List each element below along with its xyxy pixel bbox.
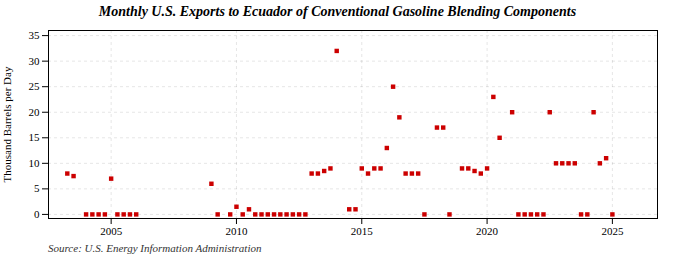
svg-text:2005: 2005 (100, 225, 123, 237)
svg-text:5: 5 (34, 182, 40, 194)
svg-text:35: 35 (29, 29, 41, 41)
svg-text:2020: 2020 (476, 225, 499, 237)
svg-text:Thousand Barrels per Day: Thousand Barrels per Day (1, 66, 13, 182)
svg-text:2025: 2025 (601, 225, 624, 237)
svg-text:2010: 2010 (225, 225, 248, 237)
svg-text:15: 15 (29, 131, 41, 143)
svg-text:0: 0 (34, 208, 40, 220)
html-text:Monthly U.S. Exports to Ecuado: Monthly U.S. Exports to Ecuador of Conve… (98, 4, 577, 19)
svg-text:30: 30 (29, 55, 41, 67)
svg-text:25: 25 (29, 80, 41, 92)
svg-text:2015: 2015 (351, 225, 374, 237)
html-text:Source: U.S. Energy Informatio: Source: U.S. Energy Information Administ… (48, 242, 262, 254)
svg-text:10: 10 (29, 157, 41, 169)
svg-text:20: 20 (29, 106, 41, 118)
